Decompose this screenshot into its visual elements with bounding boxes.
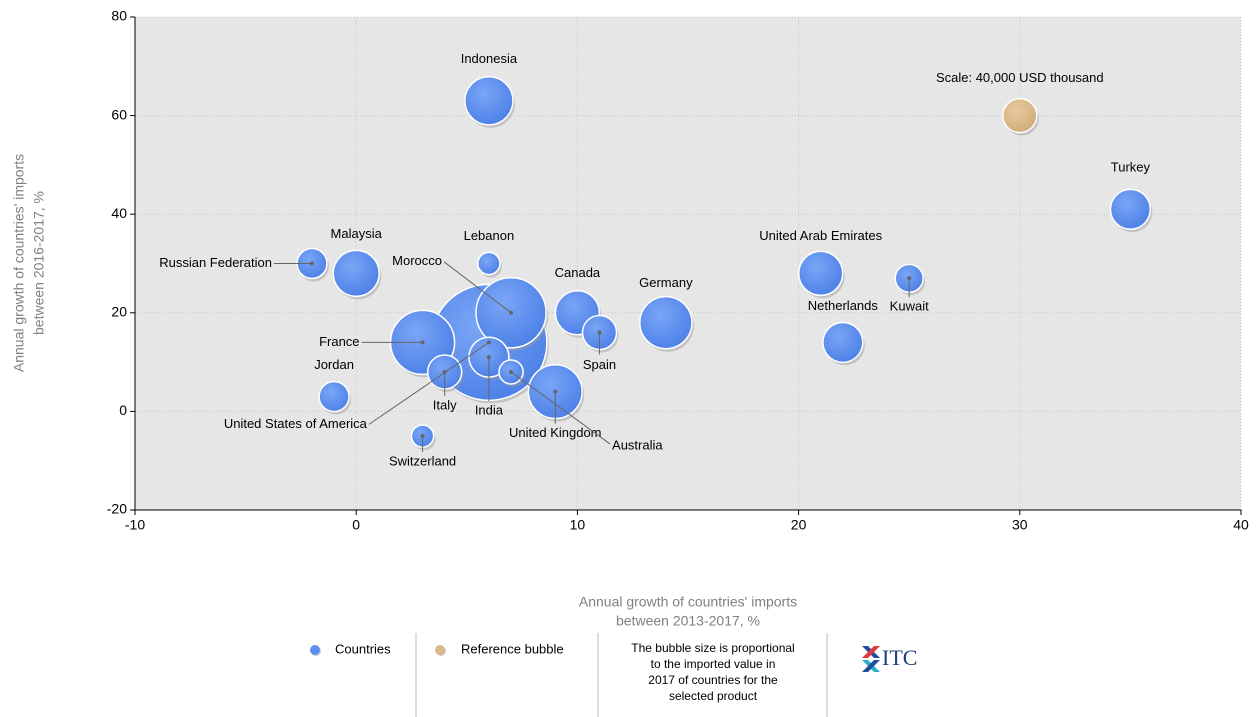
bubble-label: Malaysia [331, 226, 383, 241]
bubble [822, 321, 864, 364]
leader-line [368, 341, 490, 425]
bubble-label: France [319, 334, 359, 349]
y-axis-title: Annual growth of countries' imports [11, 154, 27, 372]
bubble-label: United Arab Emirates [759, 228, 882, 243]
leader-dot [509, 310, 514, 315]
logo-icon [862, 646, 880, 672]
leader-line [510, 371, 611, 445]
y-tick-label: -20 [107, 501, 127, 517]
logo-text: ITC [882, 645, 917, 670]
note: to the imported value in [651, 657, 776, 671]
note: The bubble size is proportional [631, 641, 794, 655]
bubble-label: Netherlands [808, 298, 879, 313]
bubble-label: United States of America [224, 416, 368, 431]
x-axis-title: Annual growth of countries' imports [579, 594, 797, 610]
bubble-label: Switzerland [389, 453, 456, 468]
x-axis-title: between 2013-2017, % [616, 613, 760, 629]
bubble-label: Canada [555, 265, 601, 280]
x-tick-label: 10 [570, 517, 586, 533]
bubble-label: Germany [639, 275, 693, 290]
bubble [1109, 188, 1152, 230]
bubble-label: Scale: 40,000 USD thousand [936, 70, 1104, 85]
bubble-label: Australia [612, 437, 663, 452]
y-tick-label: 0 [119, 402, 127, 418]
x-tick-label: 30 [1012, 517, 1028, 533]
bubble-label: Lebanon [464, 228, 515, 243]
legend-marker [310, 645, 320, 655]
note: 2017 of countries for the [648, 673, 778, 687]
legend-label: Countries [335, 641, 391, 656]
note: selected product [669, 689, 758, 703]
bubble [464, 76, 514, 126]
x-tick-label: 0 [352, 517, 360, 533]
leader-line [443, 261, 512, 314]
leader-dot [420, 340, 425, 345]
leader-dot [442, 369, 447, 374]
leader-dot [486, 340, 491, 345]
x-tick-label: 40 [1233, 517, 1249, 533]
bubble [332, 249, 380, 298]
x-tick-label: 20 [791, 517, 807, 533]
y-tick-label: 80 [111, 8, 127, 24]
leader-dot [509, 369, 514, 374]
bubble [318, 380, 350, 413]
bubble-label: Morocco [392, 253, 442, 268]
legend-marker [435, 645, 445, 655]
bubble [1002, 97, 1038, 134]
leader-dot [486, 355, 491, 360]
bubble-label: Kuwait [890, 299, 929, 314]
bubbles [296, 76, 1153, 451]
leader-dot [420, 434, 425, 439]
labels: United States of America Morocco France Uni… [159, 51, 1150, 468]
bubble-label: Spain [583, 357, 616, 372]
bubble-label: Italy [433, 397, 457, 412]
x-tick-label: -10 [125, 517, 145, 533]
y-axis-title: between 2016-2017, % [31, 191, 47, 335]
y-tick-label: 40 [111, 205, 127, 221]
bubble [477, 251, 501, 276]
bubble [797, 250, 844, 297]
leader-dot [597, 330, 602, 335]
bubble-label: Jordan [314, 357, 354, 372]
leader-dot [309, 261, 314, 266]
legend-label: Reference bubble [461, 641, 564, 656]
bubble-label: Turkey [1111, 160, 1151, 175]
bubble-label: Indonesia [461, 51, 518, 66]
y-tick-label: 20 [111, 304, 127, 320]
bubble-label: Russian Federation [159, 255, 272, 270]
bubble-label: United Kingdom [509, 425, 602, 440]
leader-dot [553, 389, 558, 394]
bubble-label: India [475, 403, 504, 418]
bubble [639, 295, 693, 350]
leader-dot [907, 276, 912, 281]
y-tick-label: 60 [111, 106, 127, 122]
